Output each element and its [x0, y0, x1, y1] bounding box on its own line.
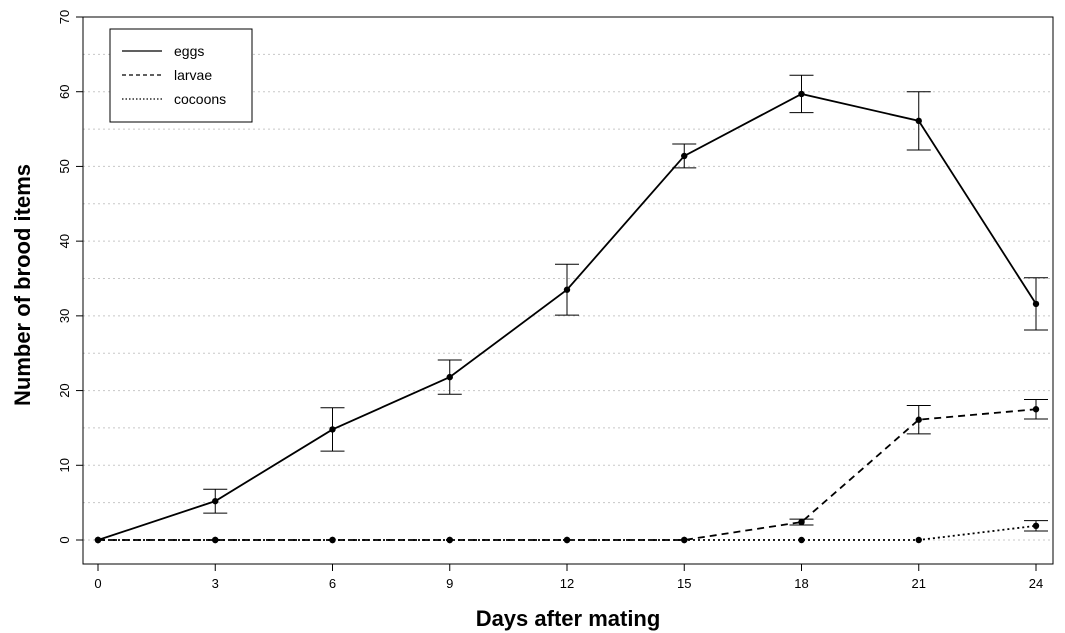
legend: eggs larvae cocoons — [109, 28, 253, 123]
data-point — [798, 536, 805, 544]
data-point — [681, 152, 688, 160]
y-tick-label: 50 — [57, 159, 72, 173]
data-point — [798, 518, 805, 526]
data-point — [329, 536, 336, 544]
data-point — [1032, 406, 1040, 413]
x-tick-label: 12 — [560, 576, 574, 591]
y-tick-label: 0 — [57, 536, 72, 543]
y-axis: 0 10 20 30 40 50 60 70 — [57, 10, 83, 544]
y-tick-label: 20 — [57, 383, 72, 397]
legend-label: cocoons — [174, 91, 226, 107]
legend-label: larvae — [174, 67, 212, 83]
x-tick-label: 21 — [912, 576, 926, 591]
data-point — [94, 536, 102, 544]
x-tick-label: 24 — [1029, 576, 1043, 591]
series-line-larvae — [98, 408, 1037, 541]
y-tick-label: 10 — [57, 458, 72, 472]
legend-label: eggs — [174, 43, 204, 59]
y-tick-label: 40 — [57, 234, 72, 248]
data-point — [446, 536, 453, 544]
series-line-eggs — [97, 93, 1037, 541]
y-tick-label: 30 — [57, 309, 72, 323]
data-point — [212, 536, 219, 544]
data-point — [212, 497, 219, 505]
data-point — [798, 90, 805, 98]
x-tick-label: 3 — [212, 576, 219, 591]
data-point — [563, 536, 571, 544]
data-point — [681, 536, 688, 544]
y-axis-title: Number of brood items — [10, 164, 35, 406]
data-point — [1032, 300, 1040, 308]
x-axis: 0 3 6 9 12 15 18 21 24 — [94, 564, 1043, 591]
series-eggs — [94, 74, 1048, 544]
x-tick-label: 18 — [794, 576, 808, 591]
plot-frame — [82, 16, 1054, 565]
data-point — [915, 416, 922, 423]
data-point — [329, 426, 336, 433]
x-axis-title: Days after mating — [476, 606, 661, 631]
data-point — [915, 536, 922, 544]
data-point — [446, 373, 453, 381]
data-point — [1032, 522, 1040, 530]
x-tick-label: 6 — [329, 576, 336, 591]
series-group — [94, 74, 1048, 544]
data-point — [563, 286, 571, 293]
legend-box — [109, 28, 253, 123]
series-larvae — [94, 399, 1048, 544]
y-tick-label: 60 — [57, 84, 72, 98]
x-tick-label: 9 — [446, 576, 453, 591]
data-point — [915, 117, 922, 125]
x-tick-label: 15 — [677, 576, 691, 591]
y-tick-label: 70 — [57, 10, 72, 24]
x-tick-label: 0 — [94, 576, 101, 591]
